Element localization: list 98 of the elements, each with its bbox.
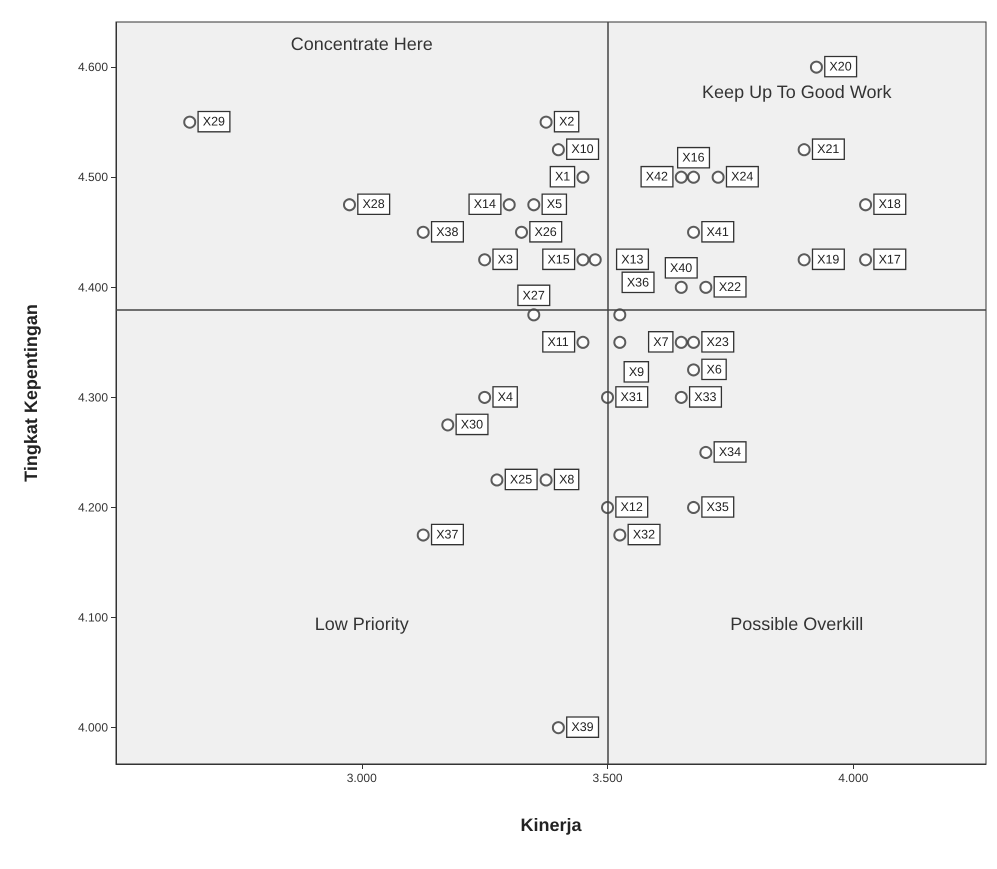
annotation: X12 <box>620 500 643 514</box>
point <box>342 198 356 212</box>
annotation: X30 <box>460 417 484 432</box>
point <box>552 721 565 734</box>
annotation: X4 <box>498 390 513 404</box>
annotation: X23 <box>706 334 729 349</box>
point <box>798 143 811 156</box>
point <box>576 170 590 184</box>
point <box>687 336 700 349</box>
point <box>540 473 553 486</box>
annotation: X37 <box>436 528 458 542</box>
annotation: X42 <box>646 170 668 184</box>
annotation: X9 <box>628 364 644 379</box>
annotation: X10 <box>571 142 594 156</box>
point <box>810 60 823 74</box>
point <box>527 198 540 212</box>
annotation: X7 <box>653 334 669 349</box>
point <box>183 116 196 129</box>
annotation: Concentrate Here <box>290 34 433 54</box>
y-tick-label: 4.300 <box>78 390 108 404</box>
annotation: X27 <box>522 288 545 302</box>
point <box>798 253 811 266</box>
point <box>416 226 430 239</box>
point <box>540 116 553 129</box>
point <box>674 390 688 404</box>
annotation: X36 <box>626 275 650 290</box>
point <box>478 390 492 404</box>
annotation: X38 <box>436 224 458 239</box>
point <box>674 170 688 184</box>
point <box>699 446 712 459</box>
y-tick-label: 4.500 <box>78 170 108 184</box>
point <box>699 280 712 294</box>
annotation: X39 <box>571 720 594 734</box>
annotation: X13 <box>621 252 644 266</box>
point <box>515 226 528 239</box>
point <box>613 308 626 322</box>
point <box>687 226 700 239</box>
point <box>441 418 454 432</box>
annotation: X22 <box>718 280 742 294</box>
point <box>859 253 872 266</box>
annotation: X24 <box>731 170 754 184</box>
x-tick-label: 4.000 <box>838 771 869 785</box>
annotation: X20 <box>829 60 852 74</box>
annotation: X2 <box>559 114 574 129</box>
annotation: Low Priority <box>314 614 409 634</box>
x-tick-label: 3.500 <box>592 771 623 785</box>
y-tick-label: 4.400 <box>78 280 108 294</box>
annotation: X5 <box>546 197 562 212</box>
point <box>613 528 626 542</box>
annotation: X19 <box>817 252 840 266</box>
y-tick-label: 4.000 <box>78 720 108 735</box>
y-tick-label: 4.100 <box>78 610 108 625</box>
annotation: X35 <box>706 500 729 514</box>
x-axis-title: Kinerja <box>520 815 582 835</box>
point <box>552 143 565 156</box>
point <box>687 363 700 376</box>
point <box>687 170 700 184</box>
point <box>502 198 516 212</box>
annotation: X11 <box>547 334 569 349</box>
point <box>613 336 626 349</box>
annotation: X6 <box>706 362 722 376</box>
annotation: Possible Overkill <box>730 614 864 634</box>
annotation: X31 <box>620 390 643 404</box>
annotation: X1 <box>554 170 570 184</box>
point <box>416 528 430 542</box>
annotation: X15 <box>547 252 570 266</box>
point <box>712 170 725 184</box>
annotation: X16 <box>682 150 705 165</box>
annotation: X29 <box>202 114 226 129</box>
annotation: X14 <box>474 197 496 212</box>
y-axis-title: Tingkat Kepentingan <box>21 304 41 482</box>
point <box>588 253 602 266</box>
annotation: X34 <box>718 444 742 459</box>
annotation: Keep Up To Good Work <box>702 82 892 102</box>
point <box>576 253 590 266</box>
annotation: X8 <box>559 472 574 486</box>
y-tick-label: 4.200 <box>78 500 108 514</box>
annotation: X26 <box>534 224 557 239</box>
point <box>674 280 688 294</box>
point <box>576 336 590 349</box>
annotation: X18 <box>878 197 901 212</box>
point <box>674 336 688 349</box>
annotation: X21 <box>817 142 840 156</box>
point <box>527 308 540 322</box>
annotation: X28 <box>362 197 385 212</box>
y-tick-label: 4.600 <box>78 60 108 74</box>
point <box>687 500 700 514</box>
annotation: X33 <box>694 390 717 404</box>
point <box>490 473 504 486</box>
annotation: X41 <box>706 224 729 239</box>
annotation: X40 <box>670 260 692 275</box>
annotation: X32 <box>632 528 656 542</box>
point <box>478 253 492 266</box>
point <box>859 198 872 212</box>
annotation: X3 <box>498 252 513 266</box>
annotation: X17 <box>878 252 901 266</box>
x-tick-label: 3.000 <box>346 771 378 785</box>
annotation: X25 <box>510 472 532 486</box>
